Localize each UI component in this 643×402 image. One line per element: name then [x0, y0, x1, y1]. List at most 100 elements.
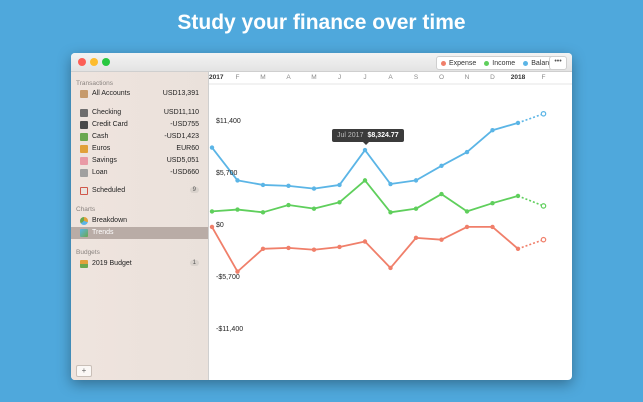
section-charts: Charts [76, 206, 96, 213]
data-point-balance[interactable] [260, 182, 266, 188]
data-point-balance[interactable] [209, 145, 215, 150]
data-point-income[interactable] [490, 200, 495, 206]
chart-legend: Expense Income Balance [436, 56, 562, 70]
legend-label: Balance [531, 59, 557, 67]
data-point-expense[interactable] [337, 244, 342, 250]
titlebar: Expense Income Balance ••• [71, 53, 572, 72]
data-point-income[interactable] [388, 210, 393, 215]
data-point-balance[interactable] [413, 178, 419, 183]
loan-icon [80, 169, 88, 177]
sidebar-item-value: USD5,051 [166, 157, 199, 164]
calendar-icon [80, 187, 88, 195]
data-point-income[interactable] [260, 210, 266, 215]
sidebar-item-label: Credit Card [92, 121, 128, 128]
y-tick-label: $5,700 [216, 170, 238, 177]
data-point-income[interactable] [540, 203, 547, 209]
sidebar-item-label: Breakdown [92, 217, 128, 224]
sidebar-item-value: -USD660 [170, 169, 199, 176]
x-tick-label: F [541, 74, 546, 81]
income-dot-icon [484, 60, 490, 66]
minimize-button[interactable] [90, 58, 98, 66]
data-point-balance[interactable] [464, 149, 470, 155]
sidebar-item-label: 2019 Budget [92, 260, 132, 267]
data-point-expense[interactable] [235, 269, 240, 274]
line-chart-icon [80, 229, 88, 237]
sidebar-item-all-accounts[interactable]: All Accounts USD13,391 [71, 88, 208, 100]
tooltip-month: Jul 2017 [337, 132, 364, 139]
sidebar-item-credit-card[interactable]: Credit Card -USD755 [71, 119, 208, 131]
x-tick-label: J [363, 74, 367, 81]
data-point-balance[interactable] [362, 147, 368, 153]
euro-icon [80, 145, 88, 153]
zoom-button[interactable] [102, 58, 110, 66]
legend-expense[interactable]: Expense [437, 60, 480, 67]
sidebar-item-savings[interactable]: Savings USD5,051 [71, 155, 208, 167]
add-button[interactable]: + [76, 365, 92, 377]
budget-count-badge: 1 [189, 260, 199, 266]
legend-label: Income [492, 59, 516, 67]
sidebar-item-value: USD13,391 [162, 90, 199, 97]
sidebar-item-scheduled[interactable]: Scheduled 9 [71, 185, 208, 197]
data-point-income[interactable] [311, 206, 317, 211]
legend-balance[interactable]: Balance [519, 60, 560, 67]
data-point-expense[interactable] [464, 224, 470, 230]
data-point-expense[interactable] [209, 224, 215, 230]
budget-icon [80, 260, 88, 268]
data-point-income[interactable] [209, 209, 215, 214]
data-point-balance[interactable] [540, 110, 547, 117]
sidebar-item-cash[interactable]: Cash -USD1,423 [71, 131, 208, 143]
accounts-icon [80, 90, 88, 98]
data-point-expense[interactable] [515, 246, 521, 252]
data-point-balance[interactable] [515, 120, 521, 126]
data-point-income[interactable] [286, 202, 291, 208]
x-tick-label: N [464, 74, 470, 81]
tooltip-arrow [363, 142, 369, 145]
y-tick-label: $11,400 [216, 118, 241, 125]
data-point-balance[interactable] [286, 183, 291, 189]
value-tooltip: Jul 2017 $8,324.77 [332, 129, 404, 142]
data-point-income[interactable] [362, 178, 368, 183]
data-point-expense[interactable] [540, 236, 547, 243]
scheduled-count-badge: 9 [189, 187, 199, 193]
x-tick-label: S [413, 74, 419, 81]
data-point-income[interactable] [439, 191, 444, 197]
data-point-income[interactable] [337, 200, 342, 205]
tooltip-value: $8,324.77 [367, 132, 399, 139]
data-point-balance[interactable] [337, 182, 342, 188]
data-point-income[interactable] [464, 209, 470, 214]
sidebar-item-2019-budget[interactable]: 2019 Budget 1 [71, 258, 208, 270]
trends-chart-plot [209, 83, 572, 274]
data-point-balance[interactable] [439, 163, 444, 168]
data-point-income[interactable] [515, 193, 521, 199]
data-point-income[interactable] [235, 207, 240, 212]
data-point-expense[interactable] [439, 237, 444, 242]
sidebar-item-trends[interactable]: Trends [71, 227, 208, 239]
sidebar-item-breakdown[interactable]: Breakdown [71, 215, 208, 227]
data-point-balance[interactable] [235, 178, 240, 183]
x-tick-label: 2017 [209, 74, 224, 81]
data-point-expense[interactable] [362, 239, 368, 244]
data-point-expense[interactable] [490, 224, 495, 230]
x-tick-label: A [388, 74, 393, 81]
x-tick-label: 2018 [510, 74, 526, 81]
close-button[interactable] [78, 58, 86, 66]
data-point-expense[interactable] [388, 265, 393, 271]
legend-income[interactable]: Income [480, 60, 519, 67]
sidebar-item-checking[interactable]: Checking USD11,110 [71, 107, 208, 119]
data-point-expense[interactable] [260, 246, 266, 252]
trends-chart[interactable]: 2017 F M A M J J A S O N D 2018 F $11,400 $5,700 $0 -$5,… [209, 72, 572, 380]
data-point-balance[interactable] [490, 128, 495, 133]
y-tick-label: $0 [216, 222, 224, 229]
data-point-balance[interactable] [388, 181, 393, 187]
sidebar-item-loan[interactable]: Loan -USD660 [71, 167, 208, 179]
sidebar-item-euros[interactable]: Euros EUR60 [71, 143, 208, 155]
data-point-expense[interactable] [311, 247, 317, 252]
sidebar-item-value: -USD755 [170, 121, 199, 128]
sidebar-item-label: All Accounts [92, 90, 131, 97]
data-point-expense[interactable] [286, 245, 291, 251]
data-point-income[interactable] [413, 206, 419, 211]
data-point-balance[interactable] [311, 186, 317, 191]
more-options-button[interactable]: ••• [549, 56, 567, 70]
x-tick-label: D [490, 74, 495, 81]
data-point-expense[interactable] [413, 235, 419, 241]
